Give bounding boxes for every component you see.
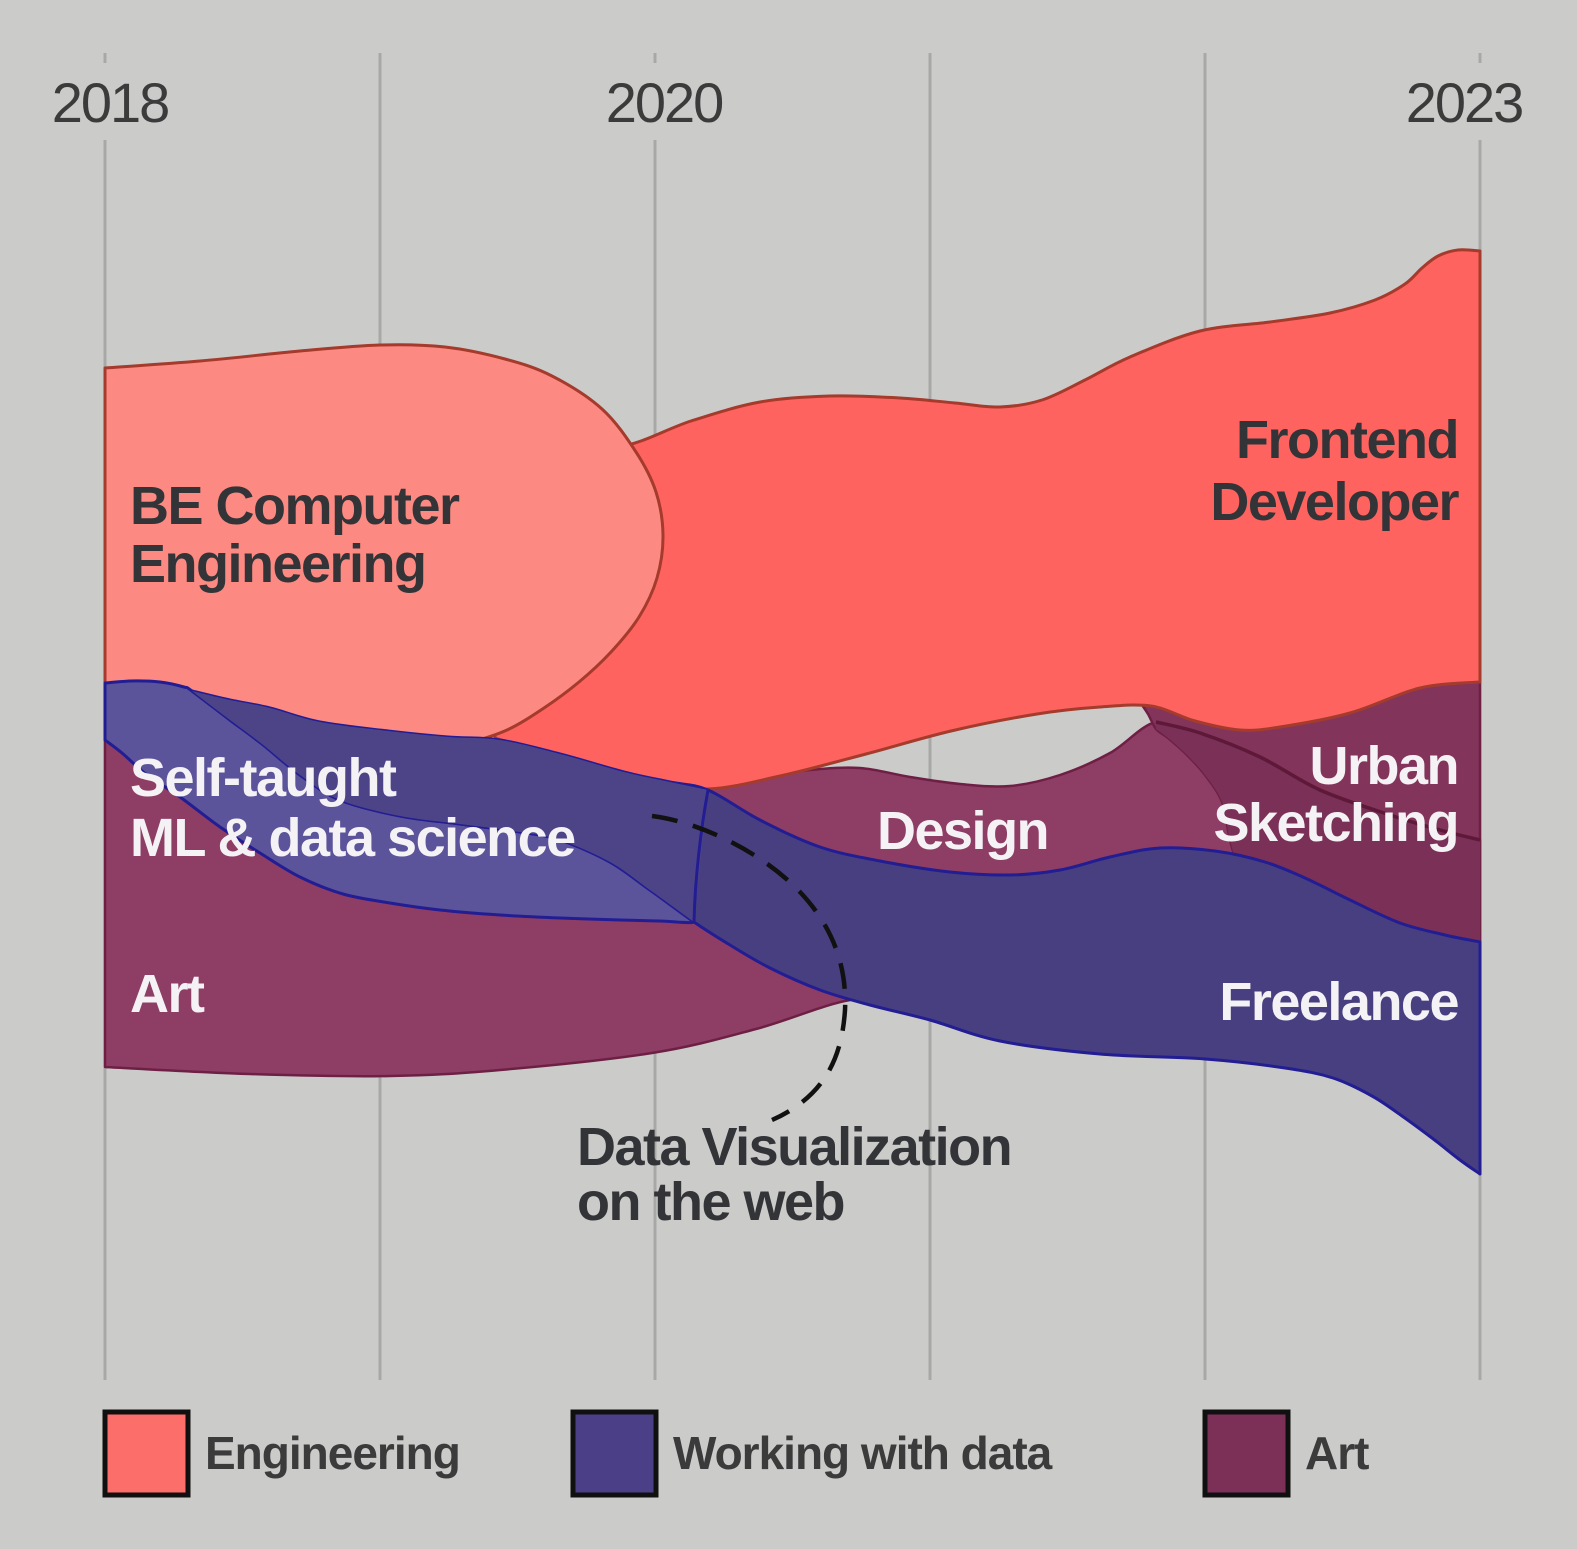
svg-text:2018: 2018 (52, 71, 169, 134)
svg-text:2023: 2023 (1406, 71, 1523, 134)
svg-text:Urban: Urban (1309, 736, 1458, 796)
svg-text:Engineering: Engineering (205, 1427, 460, 1479)
svg-text:Sketching: Sketching (1213, 793, 1458, 853)
svg-text:Design: Design (877, 801, 1048, 861)
svg-text:Developer: Developer (1210, 472, 1459, 532)
svg-text:ML & data science: ML & data science (130, 808, 575, 868)
svg-text:Art: Art (130, 964, 205, 1024)
svg-text:Self-taught: Self-taught (130, 748, 397, 808)
svg-text:Freelance: Freelance (1219, 972, 1458, 1032)
svg-text:Art: Art (1305, 1427, 1369, 1479)
svg-text:on the web: on the web (577, 1172, 844, 1232)
svg-text:Data Visualization: Data Visualization (577, 1117, 1011, 1177)
svg-text:Engineering: Engineering (130, 534, 426, 594)
svg-text:Frontend: Frontend (1236, 410, 1458, 470)
svg-text:2020: 2020 (606, 71, 723, 134)
svg-text:Working with data: Working with data (673, 1427, 1053, 1479)
svg-text:BE Computer: BE Computer (130, 476, 460, 536)
